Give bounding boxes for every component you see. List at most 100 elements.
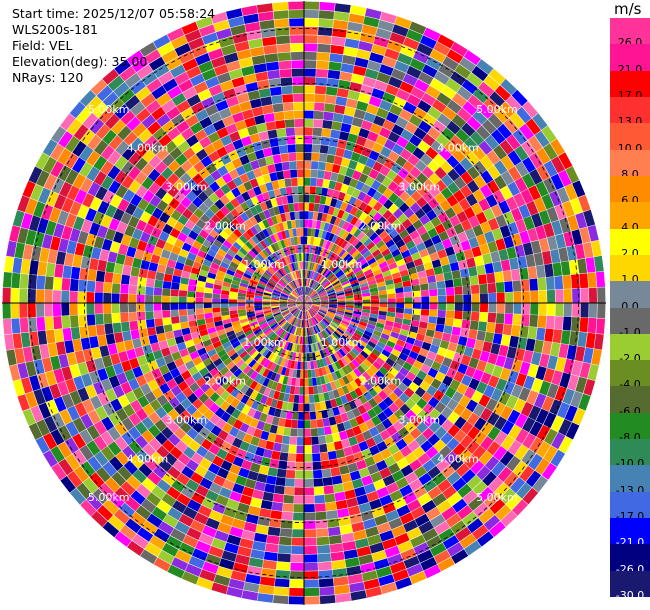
velocity-gate: [342, 54, 356, 65]
velocity-gate: [372, 361, 382, 370]
velocity-gate: [444, 317, 454, 327]
velocity-gate: [450, 520, 467, 535]
velocity-gate: [403, 207, 415, 219]
velocity-gate: [311, 326, 316, 335]
velocity-gate: [204, 287, 213, 294]
velocity-gate: [304, 303, 307, 311]
velocity-gate: [260, 139, 271, 149]
velocity-gate: [457, 231, 468, 243]
velocity-gate: [380, 333, 390, 341]
velocity-gate: [513, 192, 526, 208]
velocity-gate: [341, 438, 351, 449]
velocity-gate: [428, 172, 441, 185]
velocity-gate: [266, 379, 274, 389]
velocity-gate: [378, 194, 388, 206]
velocity-gate: [111, 283, 121, 294]
velocity-gate: [337, 273, 346, 281]
velocity-gate: [420, 315, 429, 323]
velocity-gate: [393, 186, 405, 197]
velocity-gate: [409, 21, 427, 35]
velocity-gate: [313, 282, 319, 290]
velocity-gate: [376, 154, 388, 165]
velocity-gate: [344, 38, 360, 49]
velocity-gate: [325, 315, 333, 321]
velocity-gate: [167, 564, 185, 579]
velocity-gate: [292, 318, 298, 326]
velocity-gate: [140, 260, 150, 270]
velocity-gate: [181, 434, 194, 446]
velocity-gate: [430, 514, 446, 528]
velocity-gate: [281, 321, 289, 329]
velocity-gate: [449, 360, 461, 371]
velocity-gate: [358, 467, 370, 478]
velocity-gate: [308, 327, 311, 336]
velocity-gate: [239, 441, 250, 452]
velocity-gate: [395, 477, 409, 490]
velocity-gate: [340, 240, 348, 249]
velocity-gate: [239, 422, 250, 433]
velocity-gate: [511, 384, 523, 398]
velocity-gate: [379, 429, 391, 441]
velocity-gate: [304, 303, 310, 310]
velocity-gate: [330, 551, 345, 562]
velocity-gate: [457, 363, 468, 375]
velocity-gate: [375, 172, 386, 184]
velocity-gate: [311, 305, 320, 309]
velocity-gate: [312, 334, 317, 343]
velocity-gate: [543, 445, 558, 463]
velocity-gate: [446, 120, 461, 135]
velocity-gate: [263, 448, 273, 459]
velocity-gate: [80, 256, 91, 269]
velocity-gate: [230, 387, 240, 398]
velocity-gate: [29, 331, 39, 347]
velocity-gate: [202, 561, 219, 574]
velocity-gate: [319, 238, 325, 248]
velocity-gate: [382, 270, 392, 277]
velocity-gate: [343, 287, 353, 293]
velocity-gate: [178, 303, 187, 310]
velocity-gate: [331, 559, 346, 570]
velocity-gate: [268, 78, 281, 88]
velocity-gate: [325, 259, 332, 268]
velocity-gate: [304, 303, 309, 310]
velocity-gate: [119, 524, 137, 541]
velocity-gate: [585, 257, 596, 273]
velocity-gate: [327, 312, 335, 317]
velocity-gate: [545, 276, 555, 290]
velocity-gate: [425, 56, 442, 71]
velocity-gate: [317, 427, 325, 436]
velocity-gate: [371, 506, 385, 518]
velocity-gate: [317, 350, 322, 360]
velocity-gate: [178, 309, 188, 317]
velocity-gate: [379, 294, 388, 299]
velocity-gate: [320, 295, 328, 299]
velocity-gate: [310, 318, 314, 326]
velocity-gate: [383, 199, 394, 210]
velocity-gate: [575, 376, 588, 394]
velocity-gate: [439, 394, 452, 406]
velocity-gate: [591, 348, 602, 366]
velocity-gate: [421, 166, 434, 179]
velocity-gate: [510, 477, 526, 494]
range-ring-label: 2.00km: [360, 375, 402, 388]
velocity-gate: [441, 238, 453, 249]
velocity-gate: [536, 265, 546, 279]
velocity-gate: [413, 339, 424, 348]
velocity-gate: [37, 261, 48, 276]
velocity-gate: [290, 51, 304, 61]
velocity-gate: [4, 334, 14, 351]
velocity-gate: [416, 242, 427, 252]
velocity-gate: [315, 85, 327, 95]
velocity-gate: [388, 392, 399, 403]
velocity-gate: [495, 214, 507, 228]
velocity-gate: [418, 321, 428, 329]
velocity-gate: [288, 152, 297, 162]
velocity-gate: [265, 440, 275, 451]
velocity-gate: [419, 248, 429, 258]
velocity-gate: [432, 472, 447, 486]
velocity-gate: [321, 187, 329, 197]
velocity-gate: [370, 471, 383, 483]
velocity-gate: [382, 538, 397, 550]
velocity-gate: [388, 413, 399, 425]
velocity-gate: [402, 361, 413, 372]
